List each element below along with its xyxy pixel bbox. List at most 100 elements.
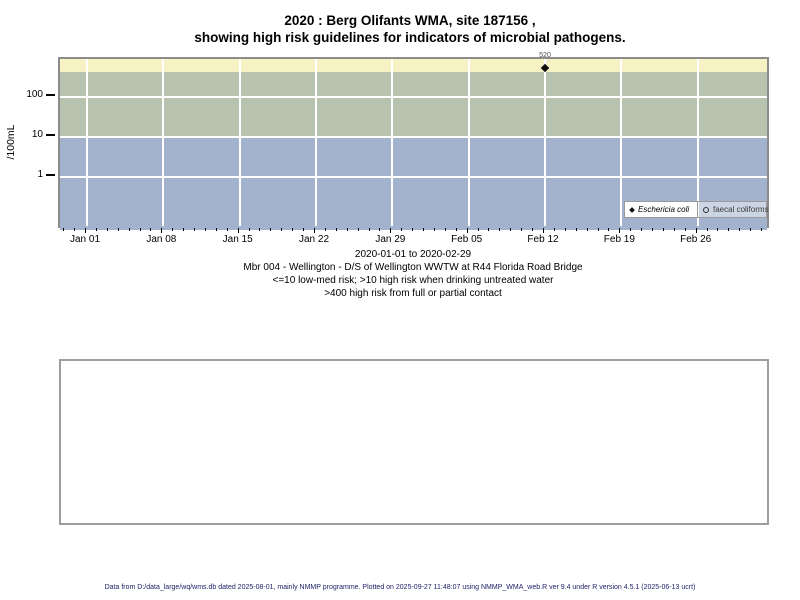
vertical-gridline [391, 59, 394, 226]
x-minor-tick [335, 228, 337, 231]
x-major-tick [237, 228, 239, 233]
x-minor-tick [128, 228, 130, 231]
horizontal-gridline [60, 95, 767, 98]
x-tick-label: Jan 29 [375, 234, 406, 245]
x-major-tick [543, 228, 544, 233]
x-minor-tick [499, 228, 501, 231]
x-minor-tick [292, 228, 294, 231]
x-minor-tick [74, 228, 76, 231]
x-minor-tick [684, 228, 686, 231]
x-minor-tick [303, 228, 305, 231]
y-tick-label: 1 [37, 169, 43, 180]
x-minor-tick [106, 228, 108, 231]
x-minor-tick [608, 228, 610, 231]
x-major-tick [390, 228, 392, 233]
x-major-tick [85, 228, 86, 233]
x-minor-tick [630, 228, 632, 231]
x-minor-tick [150, 228, 152, 231]
x-minor-tick [488, 228, 490, 231]
x-minor-tick [401, 228, 403, 231]
subtitle-line: 2020-01-01 to 2020-02-29 [354, 249, 472, 260]
chart-title: 2020 : Berg Olifants WMA, site 187156 , … [10, 12, 800, 46]
horizontal-gridline [60, 135, 767, 138]
x-tick-label: Feb 19 [603, 234, 635, 245]
subtitle-line: <=10 low-med risk; >10 high risk when dr… [272, 275, 554, 286]
empty-panel [59, 359, 769, 525]
risk-band-1 [60, 72, 767, 137]
x-major-tick [695, 228, 697, 233]
x-minor-tick [346, 228, 348, 231]
open-circle-icon [703, 206, 709, 213]
x-minor-tick [706, 228, 708, 231]
x-minor-tick [183, 228, 185, 231]
x-minor-tick [215, 228, 217, 231]
x-minor-tick [564, 228, 566, 231]
x-minor-tick [95, 228, 97, 231]
vertical-gridline [162, 59, 165, 226]
legend-item-ecoli: Eschericia coli [625, 202, 697, 217]
vertical-gridline [544, 59, 546, 226]
chart-subtitle: 2020-01-01 to 2020-02-29 Mbr 004 - Wellin… [13, 248, 800, 300]
x-minor-tick [226, 228, 228, 231]
horizontal-gridline [60, 175, 767, 178]
y-tick-label: 10 [31, 129, 43, 140]
x-minor-tick [717, 228, 719, 231]
x-minor-tick [553, 228, 555, 231]
vertical-gridline [315, 59, 317, 226]
x-minor-tick [521, 228, 523, 231]
x-minor-tick [433, 228, 435, 231]
x-tick-label: Feb 05 [451, 234, 483, 245]
x-minor-tick [510, 228, 512, 231]
x-minor-tick [477, 228, 479, 231]
x-minor-tick [248, 228, 250, 231]
x-tick-label: Feb 12 [527, 234, 559, 245]
x-minor-tick [641, 228, 643, 231]
x-tick-label: Jan 08 [146, 234, 177, 245]
x-minor-tick [172, 228, 174, 231]
x-minor-tick [357, 228, 359, 231]
filled-diamond-icon [629, 206, 635, 213]
x-minor-tick [204, 228, 206, 231]
y-major-tick [46, 174, 55, 176]
x-tick-label: Feb 26 [680, 234, 712, 245]
chart-title-line1: 2020 : Berg Olifants WMA, site 187156 , [284, 13, 536, 28]
vertical-gridline [86, 59, 88, 226]
x-minor-tick [444, 228, 446, 231]
x-major-tick [161, 228, 163, 233]
x-minor-tick [281, 228, 283, 231]
x-minor-tick [652, 228, 654, 231]
x-minor-tick [423, 228, 425, 231]
x-minor-tick [575, 228, 577, 231]
x-minor-tick [761, 228, 763, 231]
x-minor-tick [194, 228, 196, 231]
x-minor-tick [63, 228, 65, 231]
x-minor-tick [324, 228, 326, 231]
x-minor-tick [662, 228, 664, 231]
subtitle-line: >400 high risk from full or partial cont… [324, 288, 502, 299]
x-minor-tick [532, 228, 534, 231]
x-minor-tick [139, 228, 141, 231]
vertical-gridline [238, 59, 241, 226]
x-minor-tick [750, 228, 752, 231]
y-major-tick [46, 134, 55, 136]
x-minor-tick [270, 228, 272, 231]
x-minor-tick [368, 228, 370, 231]
footer-caption: Data from D:/data_large/wq/wms.db dated … [104, 584, 696, 591]
risk-band-0 [60, 59, 767, 73]
y-major-tick [46, 94, 55, 96]
x-minor-tick [673, 228, 675, 231]
legend-item-faecal: faecal coliforms [697, 202, 769, 217]
x-minor-tick [455, 228, 457, 231]
x-minor-tick [597, 228, 599, 231]
legend: Eschericia coli faecal coliforms [624, 201, 769, 218]
x-major-tick [314, 228, 315, 233]
vertical-gridline [620, 59, 623, 226]
x-minor-tick [728, 228, 730, 231]
x-minor-tick [259, 228, 261, 231]
x-major-tick [619, 228, 621, 233]
x-tick-label: Jan 01 [69, 234, 101, 245]
chart-title-line2: showing high risk guidelines for indicat… [194, 30, 626, 45]
y-tick-label: 100 [26, 89, 43, 100]
x-minor-tick [117, 228, 119, 231]
y-axis-title: /100mL [5, 124, 17, 160]
